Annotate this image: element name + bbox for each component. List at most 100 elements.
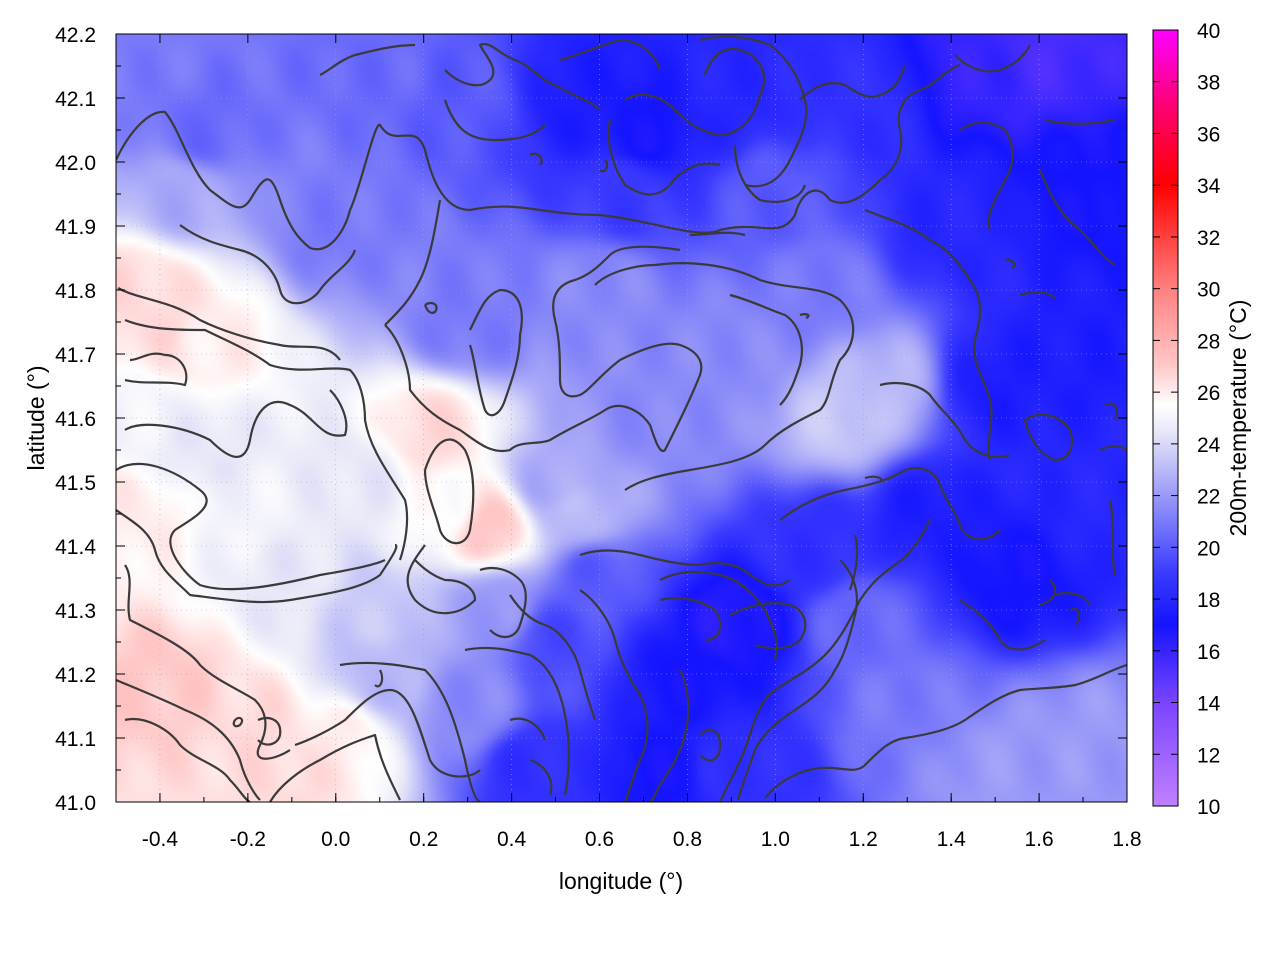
contour-line	[1054, 591, 1091, 606]
colorbar-title: 200m-temperature (°C)	[1225, 300, 1251, 537]
contour-line	[736, 559, 858, 801]
contour-line	[444, 42, 601, 111]
contour-line	[718, 519, 931, 802]
contour-line	[1023, 413, 1073, 462]
contour-line	[319, 43, 416, 76]
contour-line	[954, 44, 1031, 73]
colorbar-tick-label: 14	[1197, 693, 1221, 716]
contour-line	[124, 564, 291, 760]
contour-line	[879, 381, 1011, 458]
colorbar-tick-label: 40	[1197, 20, 1220, 43]
contour-line	[624, 262, 855, 491]
contour-line	[116, 462, 386, 591]
contour-line	[423, 301, 438, 314]
colorbar-tick-label: 30	[1197, 279, 1220, 302]
contour-line	[599, 159, 609, 173]
contour-line	[116, 678, 261, 801]
x-tick-label: -0.2	[230, 828, 266, 851]
x-tick-label: -0.4	[142, 828, 179, 851]
x-tick-label: 0.6	[585, 828, 614, 851]
colorbar-tick-label: 20	[1197, 537, 1220, 560]
contour-line	[864, 208, 971, 281]
contour-line	[799, 64, 907, 101]
colorbar-tick-label: 22	[1197, 486, 1220, 509]
contour-line	[1099, 445, 1127, 451]
contour-line	[594, 263, 656, 286]
y-tick-label: 41.4	[55, 536, 96, 559]
contour-line	[384, 245, 703, 453]
x-tick-label: 1.4	[937, 828, 967, 851]
colorbar-axis: 10 12 14 16 18 20 22 24 26 28 30 32 34 36 38 40	[1153, 20, 1221, 819]
contour-line	[179, 224, 357, 305]
x-tick-label: 1.8	[1112, 828, 1141, 851]
y-tick-label: 41.6	[55, 408, 96, 431]
contour-line	[479, 566, 527, 638]
contour-line	[294, 688, 481, 778]
contour-line	[464, 646, 570, 796]
x-tick-label: 1.0	[761, 828, 790, 851]
contour-line	[529, 152, 543, 166]
contour-line	[799, 313, 810, 319]
contour-line	[1019, 291, 1056, 299]
contour-line	[116, 110, 881, 251]
plot-grid	[116, 34, 1127, 802]
colorbar-tick-label: 10	[1197, 796, 1220, 819]
contour-line	[468, 288, 523, 417]
contour-line	[607, 119, 721, 196]
contour-line	[624, 47, 765, 137]
contour-line	[529, 758, 553, 796]
y-tick-label: 42.1	[55, 88, 96, 111]
y-tick-label: 42.0	[55, 152, 96, 175]
contour-line	[659, 570, 779, 661]
contour-line	[1108, 499, 1117, 576]
y-tick-label: 41.7	[55, 344, 96, 367]
terrain-contours	[116, 35, 1127, 802]
y-axis: 41.0 41.1 41.2 41.3 41.4 41.5 41.6 41.7 41.8 41.9…	[55, 24, 1127, 815]
contour-line	[1038, 169, 1116, 266]
contour-line	[269, 733, 401, 802]
y-tick-label: 42.2	[55, 24, 96, 47]
contour-line	[779, 467, 1001, 541]
x-tick-label: 0.8	[673, 828, 702, 851]
y-tick-label: 41.9	[55, 216, 96, 239]
contour-line	[384, 199, 442, 326]
contour-line	[649, 669, 690, 802]
contour-line	[864, 475, 883, 483]
x-tick-label: 0.0	[321, 828, 350, 851]
contour-line	[1004, 258, 1016, 269]
y-tick-label: 41.5	[55, 472, 96, 495]
colorbar-tick-label: 32	[1197, 227, 1220, 250]
contour-line	[659, 596, 722, 642]
contour-line	[729, 601, 807, 650]
contour-line	[699, 35, 808, 188]
colorbar-tick-label: 36	[1197, 123, 1220, 146]
contour-line	[117, 287, 341, 361]
contour-line	[406, 544, 477, 615]
contour-line	[579, 589, 649, 802]
contour-line	[124, 717, 251, 802]
contour-line	[124, 389, 348, 458]
contour-line	[124, 318, 409, 561]
contour-line	[559, 38, 662, 71]
contour-line	[374, 669, 384, 688]
contour-line	[1044, 118, 1116, 125]
contour-line	[733, 144, 807, 203]
colorbar-tick-label: 12	[1197, 744, 1220, 767]
x-axis-title: longitude (°)	[559, 868, 683, 894]
colorbar-tick-label: 38	[1197, 72, 1220, 95]
y-tick-label: 41.0	[55, 792, 96, 815]
x-tick-label: 1.6	[1024, 828, 1053, 851]
colorbar-tick-label: 16	[1197, 641, 1220, 664]
contour-line	[339, 661, 481, 802]
y-axis-title: latitude (°)	[23, 365, 49, 470]
contour-line	[764, 663, 1127, 799]
contour-line	[959, 121, 1014, 231]
y-tick-label: 41.3	[55, 600, 96, 623]
contour-line	[423, 438, 475, 545]
x-tick-label: 1.2	[849, 828, 878, 851]
contour-line	[1039, 579, 1057, 607]
colorbar-tick-label: 24	[1197, 434, 1221, 457]
contour-line	[509, 717, 547, 741]
contour-line	[124, 352, 188, 387]
